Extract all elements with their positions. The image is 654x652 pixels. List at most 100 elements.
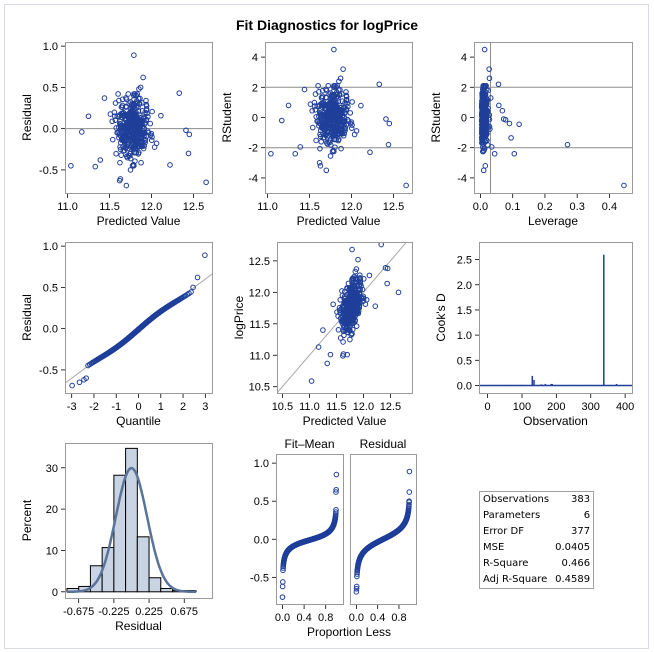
histogram-bar [148,577,162,593]
data-point [327,98,334,105]
data-point [183,127,189,134]
data-point [353,288,359,294]
data-point [133,98,140,104]
data-point [406,501,412,508]
data-point [133,137,140,144]
x-tick-label: -0.675 [63,606,94,618]
data-point [136,86,142,92]
data-point [322,106,329,112]
x-tick-label: 3 [202,401,208,413]
data-point [121,110,127,117]
data-point [486,75,493,82]
data-point [333,471,340,478]
data-point [332,124,339,130]
data-point [139,135,145,141]
data-point [140,74,146,81]
data-point [319,87,326,94]
y-axis-label: RStudent [220,92,234,143]
data-point [406,489,413,495]
data-point [358,294,365,301]
data-point [336,91,343,98]
data-point [97,157,104,163]
y-tick-label: 20 [46,504,58,516]
data-point [323,167,330,174]
data-point [149,134,155,140]
y-tick-label: 0.5 [43,282,58,294]
x-tick-label: 12.0 [341,201,362,213]
data-point [481,46,488,53]
data-point [343,312,349,319]
data-point [479,104,485,111]
y-tick-label: 0.0 [43,124,58,136]
y-axis-label: Cook's D [434,293,448,342]
x-tick-label: 300 [582,401,600,413]
data-point [339,98,346,104]
fit-stat-value: 377 [571,526,591,537]
data-point [133,126,140,133]
y-tick-label: 0.0 [254,534,269,546]
x-axis-label: Leverage [528,214,578,228]
data-point [330,301,336,308]
data-point [123,153,130,160]
histogram-bar [125,447,138,593]
data-point [131,52,137,59]
data-point [116,177,123,184]
y-axis-label: Residual [20,94,34,141]
data-point [499,107,506,114]
data-point [132,136,139,142]
x-tick-label: 0.225 [135,606,163,618]
data-point [338,121,345,127]
x-tick-label: 11.5 [326,401,347,413]
data-point [358,102,364,109]
data-point [333,506,339,513]
x-tick-label: 0.675 [170,606,198,618]
data-point [339,123,345,129]
fit-stat-row: Adj R-Square 0.4589 [480,572,594,589]
y-tick-label: 4 [461,52,467,64]
x-tick-label: 1 [158,401,164,413]
data-point [132,91,138,97]
data-point [317,131,323,138]
data-point [176,90,183,96]
data-point [378,243,385,248]
residual-vs-predicted-chart: 11.0 11.5 12.0 12.5 -0.5 0.0 0.5 1.0 Predicted V… [20,41,213,228]
data-point [395,289,402,296]
x-tick-label: 0.2 [537,201,552,213]
data-point [508,135,514,141]
data-point [280,579,286,585]
y-tick-label: -0.5 [39,365,58,377]
x-axis-label: Predicted Value [297,214,381,228]
data-point [327,351,334,358]
plot-content [266,46,412,189]
y-tick-label: 0 [252,113,258,125]
data-point [188,289,194,295]
x-axis-label: Quantile [116,414,161,428]
plot-content [66,447,197,594]
data-point [482,163,489,169]
plot-content [480,254,632,387]
data-point [511,150,518,157]
data-point [349,246,355,253]
data-point [126,117,132,123]
data-point [301,86,308,93]
x-tick-label: 11.0 [299,401,320,413]
y-tick-label: 1.5 [457,305,472,317]
data-point [333,486,339,493]
fit-stat-label: Adj R-Square [483,574,548,585]
data-point [309,107,316,114]
data-point [143,97,149,104]
data-point [406,498,412,505]
data-point [317,163,324,169]
y-tick-label: 2 [252,82,258,94]
data-point [141,114,148,121]
data-point [123,96,130,103]
data-point [366,272,373,279]
x-tick-label: 0.0 [349,612,364,624]
data-point [113,125,120,131]
data-point [313,114,320,120]
data-point [337,297,344,303]
x-tick-label: 12.5 [183,201,204,213]
data-point [348,125,355,131]
data-point [403,182,409,189]
qq-residual-chart: -3 -2 -1 0 1 2 3 -0.5 0.0 0.5 1.0 Quantile Residual [20,241,213,428]
